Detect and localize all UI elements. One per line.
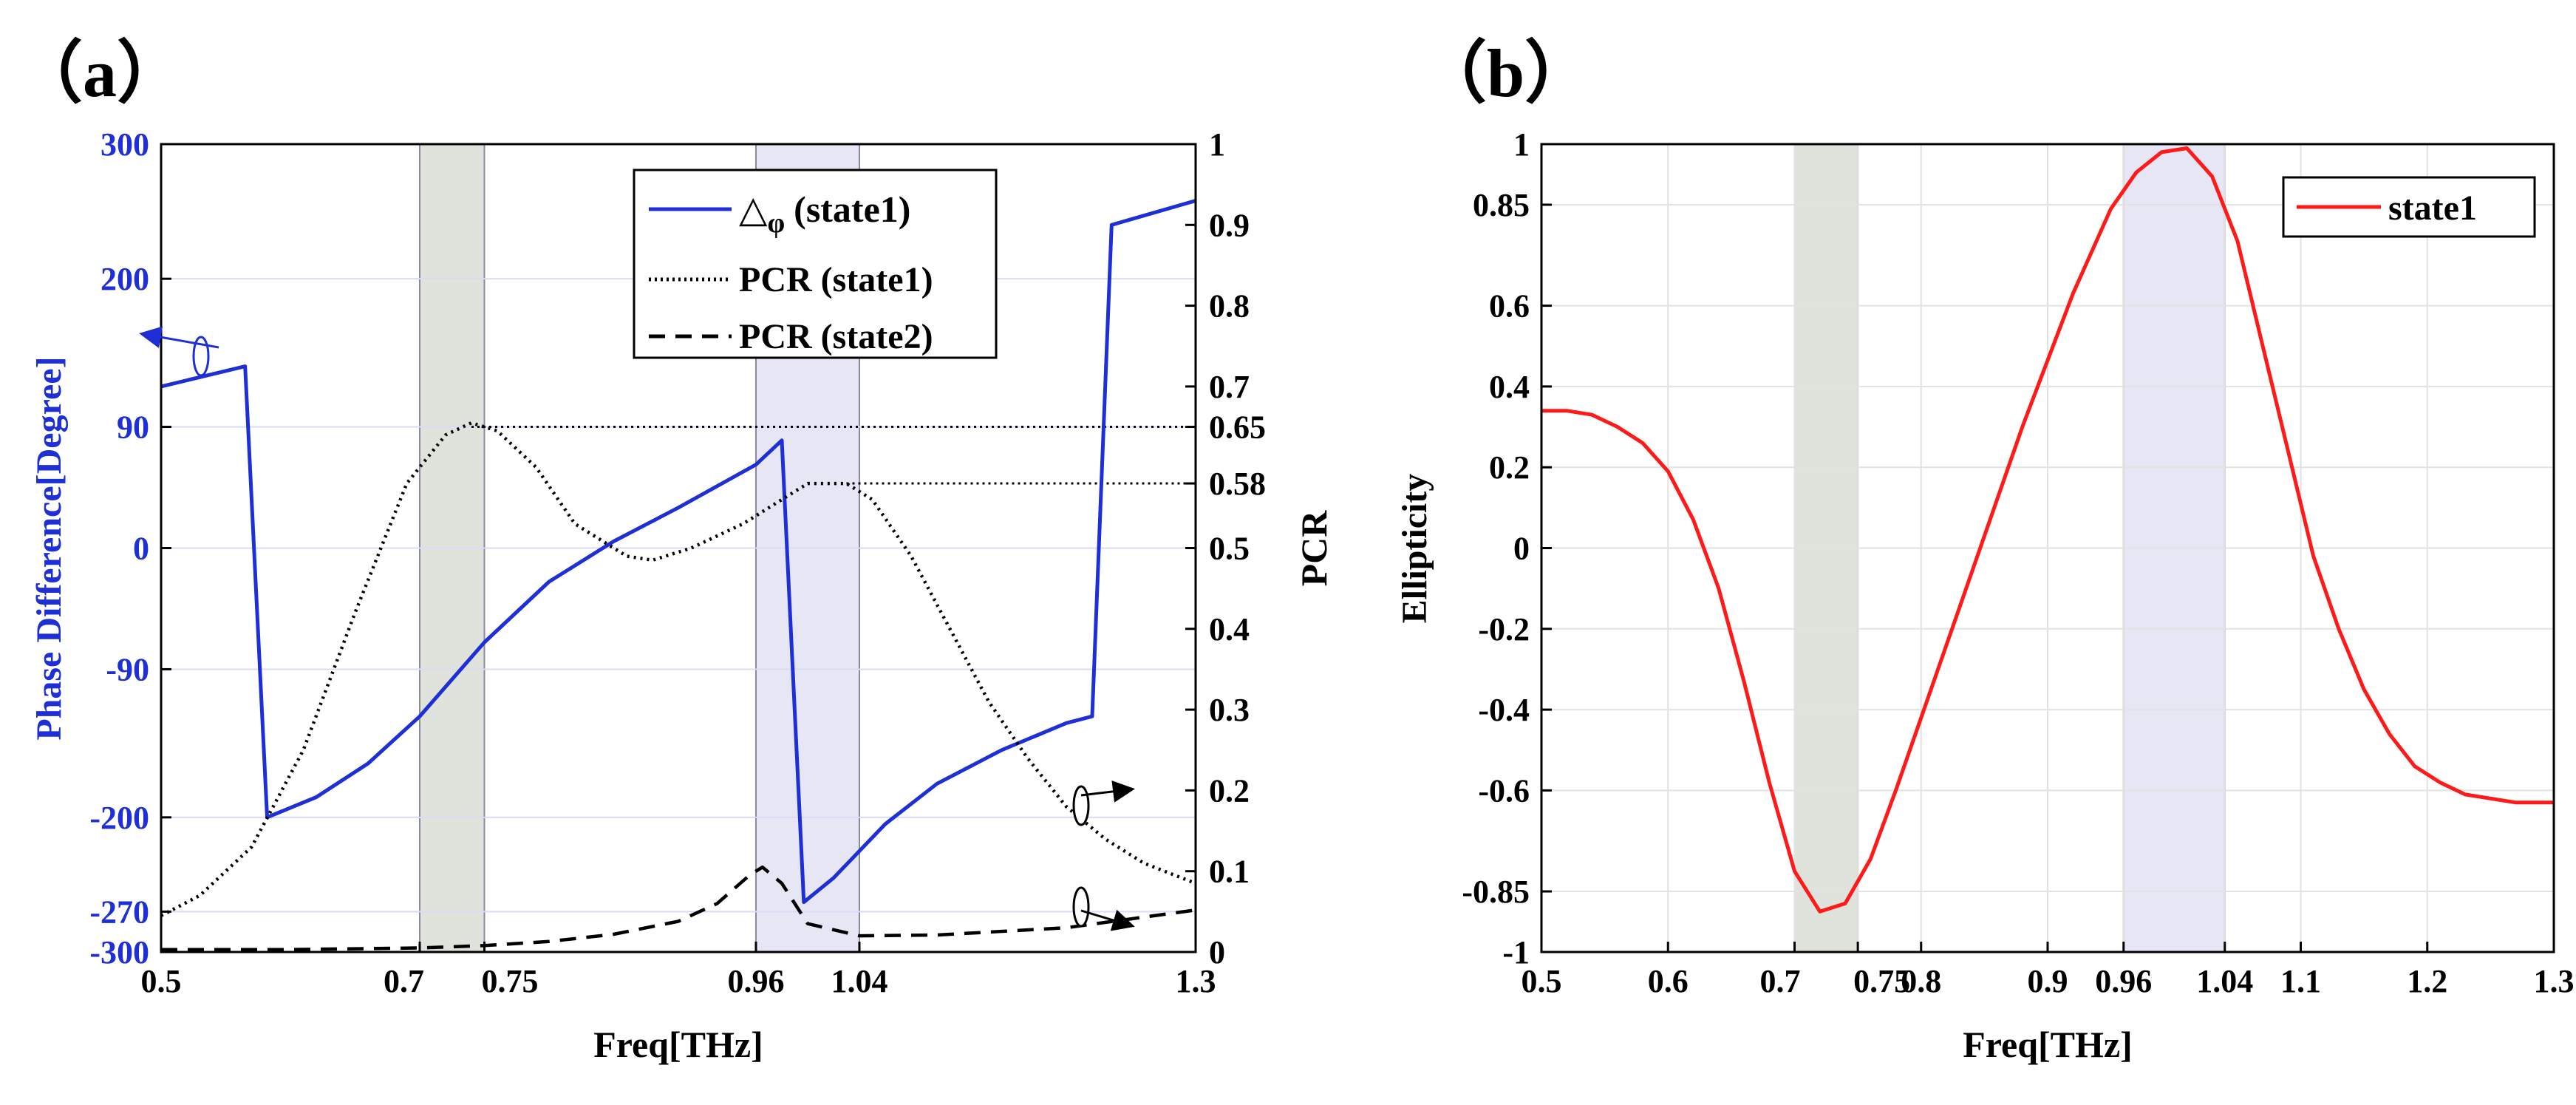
a-ytick-right-label-3: 0.7: [1209, 369, 1250, 405]
a-ytick-left-label-1: 200: [100, 261, 149, 297]
a-series-line-0: [160, 199, 1196, 905]
b-xtick-label-4: 0.8: [1901, 963, 1941, 999]
b-xtick-label-0: 0.5: [1522, 963, 1562, 999]
b-xtick-label-2: 0.7: [1760, 963, 1801, 999]
b-xtick-label-10: 1.3: [2534, 963, 2575, 999]
legend-delta-symbol: △: [739, 188, 768, 230]
b-ytick-label-7: -0.4: [1478, 692, 1530, 728]
b-ytick-label-6: -0.2: [1478, 611, 1530, 647]
a-ytick-right-label-1: 0.9: [1209, 207, 1250, 243]
a-xtick-label-1: 0.7: [384, 963, 424, 999]
b-xtick-label-6: 0.96: [2095, 963, 2152, 999]
a-ytick-left-label-5: -200: [89, 800, 149, 836]
a-ytick-right-label-7: 0.4: [1209, 611, 1250, 647]
b-ytick-label-1: 0.85: [1473, 187, 1530, 223]
b-ytick-label-5: 0: [1513, 531, 1530, 567]
a-series-line-2: [161, 865, 1196, 951]
a-xtick-label-0: 0.5: [141, 963, 182, 999]
panel-b-xlabel: Freq[THz]: [1963, 1024, 2133, 1065]
legend-text-state1: state1: [2388, 188, 2477, 228]
panel-a-ylabel-right: PCR: [1293, 510, 1335, 587]
right-axis-indicator-icon-upper: [1072, 780, 1135, 826]
a-ytick-left-label-2: 90: [117, 409, 149, 446]
legend-text-pcr2: PCR (state2): [739, 317, 933, 356]
panel-b: 0.5 0.6 0.7 0.750.8 0.9 0.96 1.04 1.1 1.2 1.3 1 0.…: [1395, 126, 2575, 1065]
b-ytick-label-8: -0.6: [1478, 772, 1530, 809]
b-ytick-label-10: -1: [1502, 934, 1530, 970]
a-xtick-label-4: 1.04: [831, 963, 888, 999]
panel-b-legend: state1: [2282, 176, 2536, 238]
b-ytick-label-9: -0.85: [1462, 874, 1530, 910]
panel-a-label: （a）: [15, 35, 185, 111]
a-ytick-right-label-11: 0: [1209, 934, 1225, 970]
a-ytick-left-label-3: 0: [133, 531, 149, 567]
a-ytick-left-label-0: 300: [100, 126, 149, 163]
a-xtick-label-5: 1.3: [1176, 963, 1216, 999]
panel-b-legend-box: [2282, 176, 2536, 238]
panel-a-xlabel: Freq[THz]: [593, 1024, 763, 1065]
b-xtick-label-8: 1.1: [2280, 963, 2321, 999]
a-ytick-right-label-0: 1: [1209, 126, 1225, 163]
a-ytick-left-label-7: -300: [89, 934, 149, 970]
panel-b-label: （b）: [1419, 35, 1592, 111]
a-ytick-right-label-10: 0.1: [1209, 854, 1250, 890]
right-axis-indicator-icon-lower: [1072, 886, 1135, 931]
left-axis-indicator-icon: [139, 326, 219, 377]
b-xtick-label-3: 0.75: [1853, 963, 1910, 999]
a-ytick-right-label-5: 0.58: [1209, 466, 1266, 502]
a-xtick-label-3: 0.96: [728, 963, 785, 999]
a-ytick-right-label-2: 0.8: [1209, 288, 1250, 324]
a-ytick-left-label-6: -270: [89, 894, 149, 930]
b-ytick-label-0: 1: [1513, 126, 1530, 163]
a-ytick-right-label-9: 0.2: [1209, 772, 1250, 809]
legend-text-phase: △φ (state1): [739, 188, 910, 239]
panel-a: 0.5 0.7 0.75 0.96 1.04 1.3 300 200 90 0 -90 -200 -2…: [30, 126, 1335, 1065]
legend-text-pcr1: PCR (state1): [739, 260, 933, 299]
panel-a-legend: △φ (state1) PCR (state1) PCR (state2): [633, 169, 998, 359]
a-ytick-right-label-6: 0.5: [1209, 531, 1250, 567]
legend-phi-subscript: φ: [767, 208, 785, 239]
b-series-line-0: [1541, 146, 2554, 914]
b-ytick-label-4: 0.2: [1489, 449, 1530, 486]
legend-phase-state: (state1): [794, 188, 910, 230]
a-xtick-label-2: 0.75: [482, 963, 539, 999]
a-ytick-right-label-8: 0.3: [1209, 692, 1250, 728]
panel-a-legend-box: [633, 169, 998, 359]
b-xtick-label-7: 1.04: [2196, 963, 2253, 999]
a-ytick-right-label-4: 0.65: [1209, 409, 1266, 446]
b-xtick-label-9: 1.2: [2407, 963, 2447, 999]
panel-b-ylabel: Ellipticity: [1395, 474, 1434, 624]
b-ytick-label-2: 0.6: [1489, 288, 1530, 324]
b-ytick-label-3: 0.4: [1489, 369, 1530, 405]
panel-a-ylabel-left: Phase Difference[Degree]: [30, 356, 69, 740]
a-ytick-left-label-4: -90: [106, 651, 149, 687]
b-xtick-label-5: 0.9: [2028, 963, 2068, 999]
b-xtick-label-1: 0.6: [1648, 963, 1689, 999]
